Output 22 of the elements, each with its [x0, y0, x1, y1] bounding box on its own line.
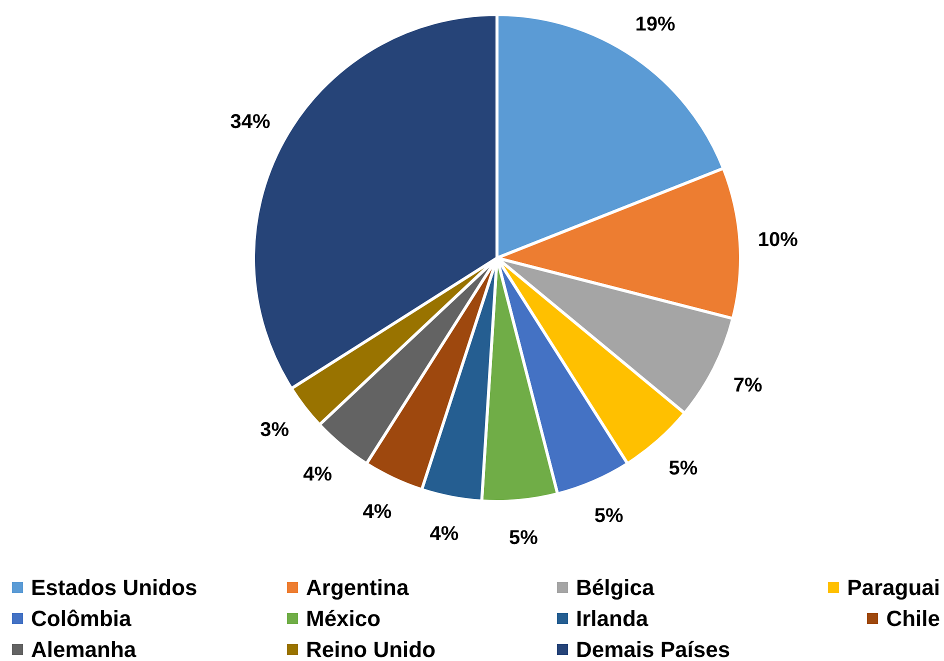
data-label: 5% — [594, 504, 624, 527]
legend-label: México — [306, 606, 381, 632]
legend-label: Reino Unido — [306, 636, 436, 661]
legend-label: Bélgica — [576, 574, 654, 600]
data-label: 4% — [303, 463, 332, 486]
legend-label: Alemanha — [31, 636, 136, 661]
data-label: 4% — [430, 523, 459, 546]
legend-label: Estados Unidos — [31, 574, 198, 600]
data-label: 19% — [635, 14, 676, 36]
legend-label: Chile — [886, 606, 940, 632]
data-label: 34% — [230, 110, 271, 133]
data-label: 7% — [733, 374, 762, 396]
data-label: 10% — [758, 228, 798, 251]
legend-label: Demais Países — [576, 636, 730, 661]
data-label: 3% — [260, 419, 290, 442]
legend-label: Colômbia — [31, 606, 132, 632]
data-label: 4% — [362, 501, 392, 524]
legend-label: Irlanda — [576, 606, 648, 632]
data-label: 5% — [509, 526, 538, 549]
legend-label: Argentina — [306, 574, 409, 600]
legend-label: Paraguai — [847, 574, 940, 600]
data-label: 5% — [668, 458, 698, 480]
